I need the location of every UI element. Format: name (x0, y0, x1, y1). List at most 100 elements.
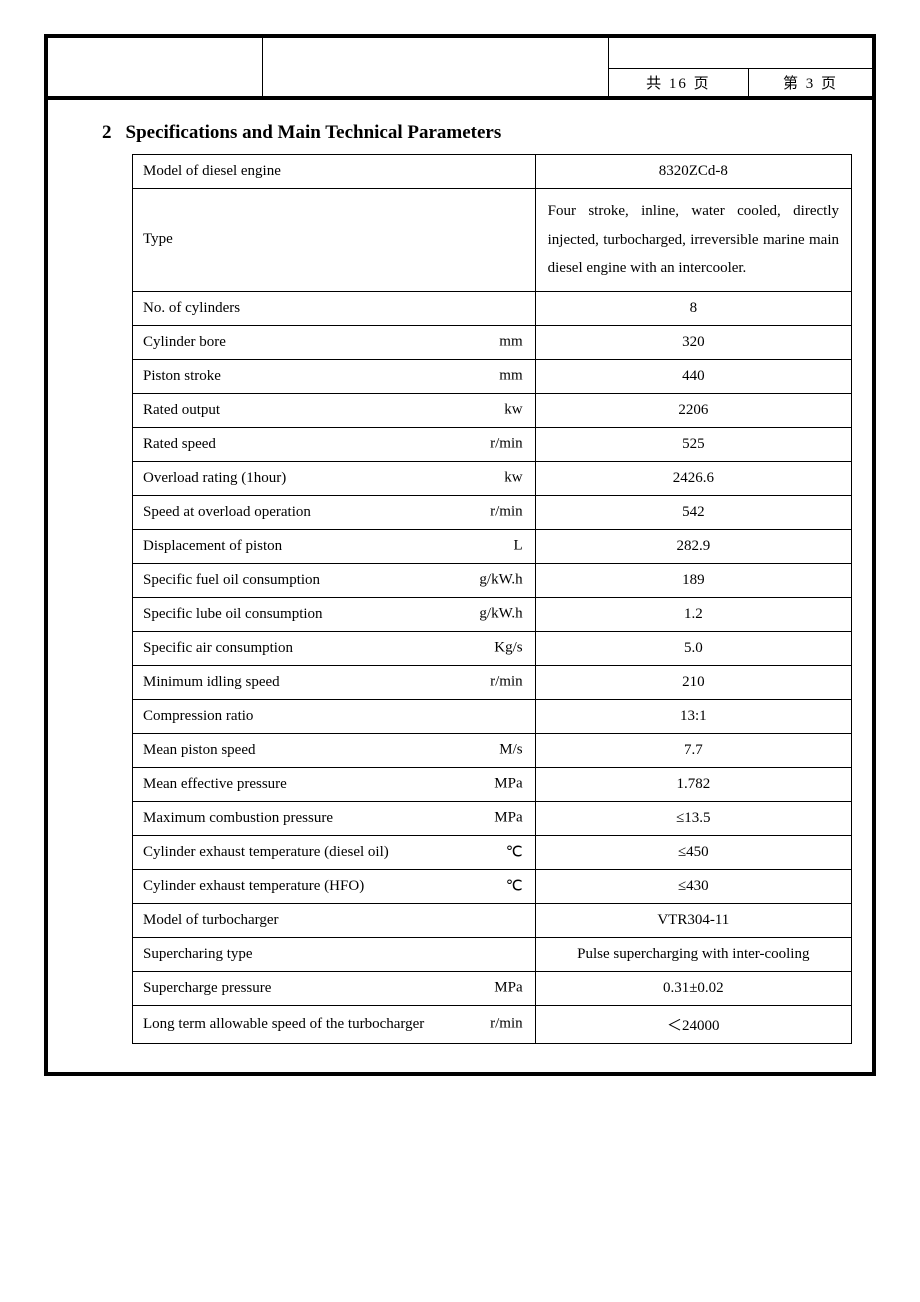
spec-unit: kw (504, 470, 522, 487)
spec-value-cell: ≤13.5 (535, 801, 851, 835)
table-row: Type Four stroke, inline, water cooled, d… (133, 189, 852, 292)
spec-value-cell: ≤430 (535, 869, 851, 903)
spec-value-cell: 282.9 (535, 529, 851, 563)
spec-label-cell: Minimum idling speedr/min (133, 665, 536, 699)
table-row: Displacement of piston L 282.9 (133, 529, 852, 563)
spec-label-cell: Rated speed r/min (133, 427, 536, 461)
spec-unit: kw (504, 402, 522, 419)
spec-label-cell: No. of cylinders (133, 291, 536, 325)
table-row: Speed at overload operationr/min542 (133, 495, 852, 529)
table-row: Rated speed r/min 525 (133, 427, 852, 461)
header-page-number: 第 3 页 (748, 68, 872, 98)
spec-value-cell: ＜24000 (535, 1005, 851, 1043)
spec-value-cell: 1.782 (535, 767, 851, 801)
table-row: Compression ratio 13:1 (133, 699, 852, 733)
table-row: Long term allowable speed of the turboch… (133, 1005, 852, 1043)
spec-label: Supercharge pressure (143, 980, 271, 996)
spec-unit: ℃ (506, 843, 523, 862)
page-content: 2 Specifications and Main Technical Para… (48, 100, 872, 1072)
spec-unit: mm (499, 334, 522, 351)
spec-value-cell: 0.31±0.02 (535, 971, 851, 1005)
spec-label-cell: Piston stroke mm (133, 359, 536, 393)
spec-unit: r/min (490, 436, 523, 453)
spec-value-cell: 13:1 (535, 699, 851, 733)
section-heading: 2 Specifications and Main Technical Para… (102, 122, 852, 144)
table-row: Supercharge pressure MPa 0.31±0.02 (133, 971, 852, 1005)
spec-unit: r/min (490, 504, 523, 521)
spec-value-cell: ≤450 (535, 835, 851, 869)
spec-label: Specific air consumption (143, 640, 293, 656)
spec-label: Mean piston speed (143, 742, 255, 758)
spec-label: Rated speed (143, 436, 216, 452)
spec-table: Model of diesel engine 8320ZCd-8 Type Four … (132, 154, 852, 1044)
spec-label-cell: Model of turbocharger (133, 903, 536, 937)
spec-label: Cylinder bore (143, 334, 226, 350)
spec-unit: M/s (499, 742, 522, 759)
spec-unit: L (513, 538, 522, 555)
spec-label-cell: Supercharge pressure MPa (133, 971, 536, 1005)
table-row: Cylinder exhaust temperature (diesel oil… (133, 835, 852, 869)
spec-label: Specific fuel oil consumption (143, 572, 320, 588)
spec-label: Minimum idling speed (143, 674, 280, 690)
spec-label: Model of diesel engine (143, 163, 281, 179)
spec-value-cell: 440 (535, 359, 851, 393)
spec-label-cell: Mean piston speed M/s (133, 733, 536, 767)
spec-unit: Kg/s (494, 640, 522, 657)
table-row: Mean piston speed M/s 7.7 (133, 733, 852, 767)
spec-label-cell: Rated output kw (133, 393, 536, 427)
spec-label-cell: Speed at overload operationr/min (133, 495, 536, 529)
spec-label-cell: Specific fuel oil consumption g/kW.h (133, 563, 536, 597)
spec-value-cell: 8 (535, 291, 851, 325)
table-row: Overload rating (1hour) kw 2426.6 (133, 461, 852, 495)
spec-label: Piston stroke (143, 368, 221, 384)
spec-value-cell: Pulse supercharging with inter-cooling (535, 937, 851, 971)
table-row: Minimum idling speedr/min210 (133, 665, 852, 699)
spec-value-cell: 210 (535, 665, 851, 699)
page-header: 共 16 页 第 3 页 (48, 38, 872, 100)
spec-label: Displacement of piston (143, 538, 282, 554)
spec-label-cell: Specific air consumption Kg/s (133, 631, 536, 665)
spec-label-cell: Cylinder bore mm (133, 325, 536, 359)
header-left-cell (48, 38, 262, 98)
spec-unit: g/kW.h (479, 572, 522, 589)
table-row: Model of diesel engine 8320ZCd-8 (133, 155, 852, 189)
spec-label: Compression ratio (143, 708, 253, 724)
spec-value-cell: 2426.6 (535, 461, 851, 495)
spec-label: Type (143, 231, 173, 247)
spec-unit: g/kW.h (479, 606, 522, 623)
section-title: Specifications and Main Technical Parame… (126, 122, 502, 144)
spec-value-cell: 542 (535, 495, 851, 529)
spec-value-cell: 5.0 (535, 631, 851, 665)
spec-value-cell: 525 (535, 427, 851, 461)
spec-label-cell: Type (133, 189, 536, 292)
spec-value-cell: 189 (535, 563, 851, 597)
spec-label-cell: Specific lube oil consumptiong/kW.h (133, 597, 536, 631)
spec-label: Cylinder exhaust temperature (diesel oil… (143, 844, 389, 860)
spec-label-cell: Mean effective pressureMPa (133, 767, 536, 801)
spec-value-cell: 2206 (535, 393, 851, 427)
spec-label-cell: Maximum combustion pressure MPa (133, 801, 536, 835)
page-frame: 共 16 页 第 3 页 2 Specifications and Main T… (44, 34, 876, 1076)
spec-label-cell: Model of diesel engine (133, 155, 536, 189)
spec-label: Maximum combustion pressure (143, 810, 333, 826)
spec-unit: mm (499, 368, 522, 385)
spec-label: No. of cylinders (143, 300, 240, 316)
spec-label: Rated output (143, 402, 220, 418)
spec-value-cell: 8320ZCd-8 (535, 155, 851, 189)
spec-value-cell: 7.7 (535, 733, 851, 767)
table-row: Maximum combustion pressure MPa ≤13.5 (133, 801, 852, 835)
spec-label-cell: Cylinder exhaust temperature (HFO)℃ (133, 869, 536, 903)
spec-value-cell: 1.2 (535, 597, 851, 631)
section-number: 2 (102, 122, 112, 144)
spec-unit: r/min (490, 1016, 523, 1033)
spec-unit: MPa (494, 810, 522, 827)
spec-unit: MPa (494, 980, 522, 997)
spec-unit: ℃ (506, 877, 523, 896)
table-row: Model of turbochargerVTR304-11 (133, 903, 852, 937)
spec-value-cell: Four stroke, inline, water cooled, direc… (535, 189, 851, 292)
header-total-pages: 共 16 页 (608, 68, 748, 98)
spec-label: Overload rating (1hour) (143, 470, 286, 486)
table-row: Piston stroke mm 440 (133, 359, 852, 393)
table-row: Specific lube oil consumptiong/kW.h1.2 (133, 597, 852, 631)
table-row: Specific air consumption Kg/s 5.0 (133, 631, 852, 665)
